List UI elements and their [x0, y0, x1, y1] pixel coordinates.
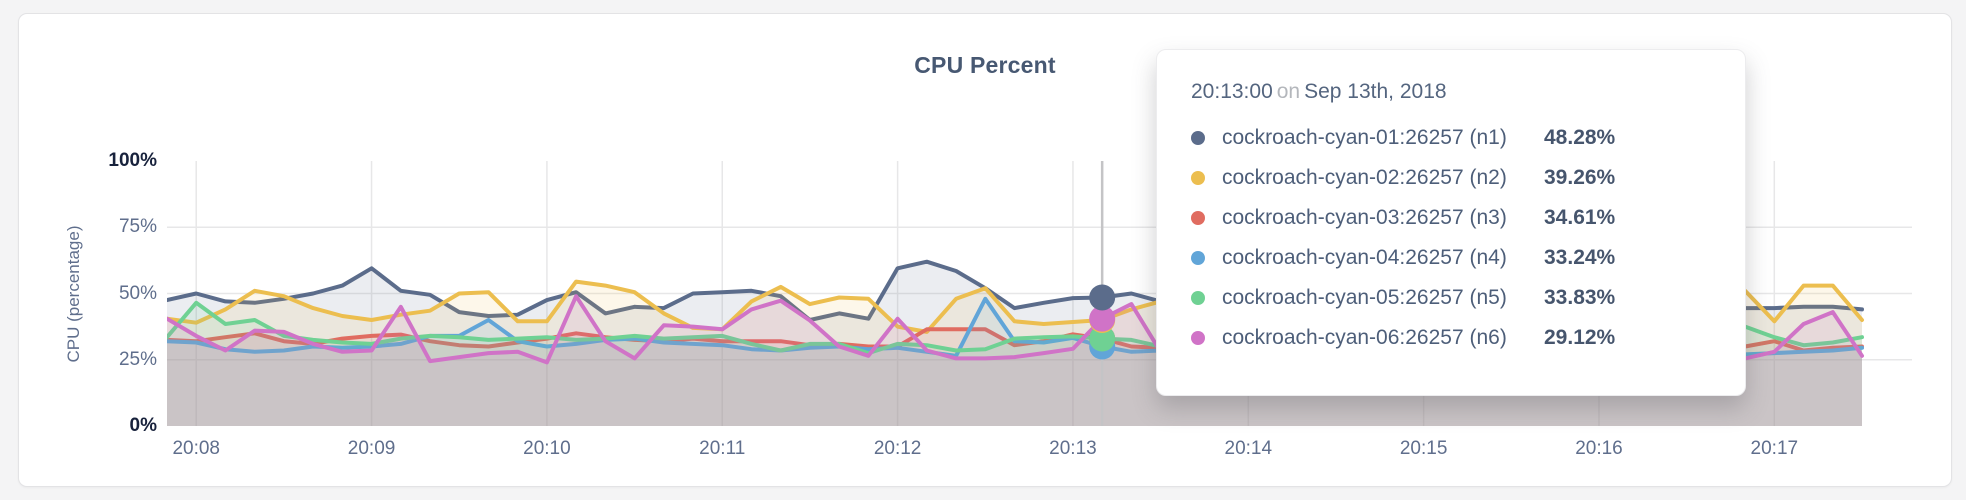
- x-tick-label: 20:11: [699, 438, 746, 459]
- y-tick-label: 75%: [118, 216, 157, 238]
- tooltip-row: cockroach-cyan-02:26257 (n2) 39.26%: [1191, 158, 1711, 198]
- series-value: 33.24%: [1544, 246, 1616, 269]
- series-color-dot-icon: [1191, 251, 1205, 265]
- x-tick-label: 20:08: [172, 438, 220, 459]
- chart-card: CPU Percent CPU (percentage) 100% 75% 50% 2…: [18, 13, 1952, 487]
- series-value: 33.83%: [1544, 286, 1616, 309]
- hover-tooltip: 20:13:00 on Sep 13th, 2018 cockroach-cyan-…: [1156, 49, 1746, 396]
- x-tick-label: 20:10: [523, 438, 571, 459]
- hover-dot-n1: [1089, 284, 1116, 311]
- series-label: cockroach-cyan-02:26257 (n2): [1222, 166, 1507, 189]
- chart-title: CPU Percent: [914, 52, 1056, 78]
- series-color-dot-icon: [1191, 171, 1205, 185]
- series-value: 29.12%: [1544, 326, 1616, 349]
- series-color-dot-icon: [1191, 331, 1205, 345]
- tooltip-row: cockroach-cyan-03:26257 (n3) 34.61%: [1191, 198, 1711, 238]
- x-tick-label: 20:15: [1399, 438, 1448, 459]
- series-label: cockroach-cyan-05:26257 (n5): [1222, 286, 1507, 309]
- y-tick-label: 25%: [118, 348, 157, 370]
- tooltip-row: cockroach-cyan-01:26257 (n1) 48.28%: [1191, 118, 1711, 158]
- series-label: cockroach-cyan-03:26257 (n3): [1222, 206, 1507, 229]
- series-label: cockroach-cyan-06:26257 (n6): [1222, 326, 1507, 349]
- y-tick-label: 0%: [129, 415, 157, 436]
- x-tick-label: 20:14: [1224, 438, 1273, 459]
- x-axis-ticks: 20:08 20:09 20:10 20:11 20:12 20:13 20:14 20:15…: [167, 438, 1912, 462]
- series-label: cockroach-cyan-04:26257 (n4): [1222, 246, 1507, 269]
- hover-dot-n6: [1089, 305, 1116, 332]
- tooltip-row: cockroach-cyan-06:26257 (n6) 29.12%: [1191, 318, 1711, 358]
- x-tick-label: 20:16: [1575, 438, 1623, 459]
- series-label: cockroach-cyan-01:26257 (n1): [1222, 126, 1507, 149]
- series-value: 48.28%: [1544, 126, 1616, 149]
- hover-dot-n5: [1089, 325, 1116, 352]
- series-value: 34.61%: [1544, 206, 1616, 229]
- x-tick-label: 20:09: [347, 438, 396, 459]
- tooltip-date: Sep 13th, 2018: [1304, 80, 1447, 103]
- tooltip-rows: cockroach-cyan-01:26257 (n1) 48.28% cockro…: [1191, 118, 1711, 358]
- x-tick-label: 20:12: [873, 438, 922, 459]
- series-color-dot-icon: [1191, 291, 1205, 305]
- tooltip-header: 20:13:00 on Sep 13th, 2018: [1191, 80, 1711, 104]
- y-tick-label: 50%: [118, 282, 157, 304]
- x-tick-label: 20:13: [1049, 438, 1097, 459]
- series-color-dot-icon: [1191, 211, 1205, 225]
- tooltip-row: cockroach-cyan-05:26257 (n5) 33.83%: [1191, 278, 1711, 318]
- y-tick-label: 100%: [108, 150, 157, 171]
- tooltip-row: cockroach-cyan-04:26257 (n4) 33.24%: [1191, 238, 1711, 278]
- tooltip-time: 20:13:00: [1191, 80, 1273, 103]
- tooltip-on-word: on: [1276, 80, 1301, 103]
- series-color-dot-icon: [1191, 131, 1205, 145]
- x-tick-label: 20:17: [1750, 438, 1799, 459]
- series-value: 39.26%: [1544, 166, 1616, 189]
